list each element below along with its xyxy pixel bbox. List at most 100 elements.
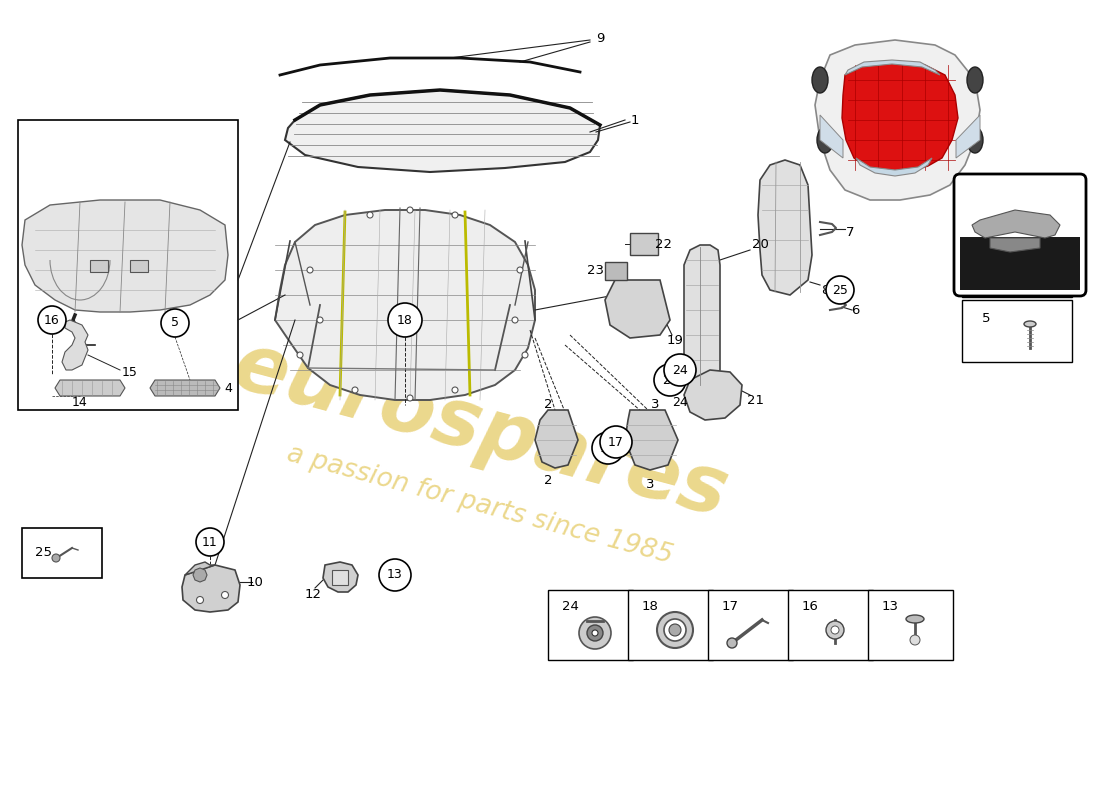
Text: eurospares: eurospares bbox=[224, 326, 736, 534]
Circle shape bbox=[39, 306, 66, 334]
Circle shape bbox=[388, 303, 422, 337]
Polygon shape bbox=[182, 565, 240, 612]
Polygon shape bbox=[605, 280, 670, 338]
Polygon shape bbox=[815, 40, 980, 200]
Text: 24: 24 bbox=[672, 363, 688, 377]
Circle shape bbox=[197, 597, 204, 603]
Bar bbox=[90, 260, 108, 272]
Circle shape bbox=[407, 207, 412, 213]
Text: 5: 5 bbox=[170, 317, 179, 330]
Text: 5: 5 bbox=[982, 311, 990, 325]
Circle shape bbox=[727, 638, 737, 648]
Text: 3: 3 bbox=[651, 398, 659, 411]
Text: 18: 18 bbox=[642, 601, 659, 614]
Circle shape bbox=[452, 212, 458, 218]
Polygon shape bbox=[820, 115, 843, 158]
Circle shape bbox=[654, 364, 686, 396]
Circle shape bbox=[657, 612, 693, 648]
Text: 12: 12 bbox=[305, 589, 321, 602]
Text: 11: 11 bbox=[982, 246, 999, 259]
Text: 24: 24 bbox=[662, 374, 678, 386]
Text: 4: 4 bbox=[224, 382, 232, 394]
Circle shape bbox=[826, 276, 854, 304]
Polygon shape bbox=[842, 62, 958, 172]
Circle shape bbox=[600, 426, 632, 458]
Text: 22: 22 bbox=[654, 238, 671, 250]
Bar bbox=[962, 235, 1072, 297]
Text: 1: 1 bbox=[630, 114, 639, 126]
Text: 16: 16 bbox=[802, 601, 818, 614]
Text: 8: 8 bbox=[821, 283, 829, 297]
Text: 6: 6 bbox=[850, 303, 859, 317]
FancyBboxPatch shape bbox=[954, 174, 1086, 296]
Polygon shape bbox=[856, 158, 932, 176]
Ellipse shape bbox=[967, 127, 983, 153]
Polygon shape bbox=[684, 245, 721, 385]
Text: 17: 17 bbox=[601, 442, 616, 454]
Polygon shape bbox=[758, 160, 812, 295]
Polygon shape bbox=[990, 238, 1040, 252]
Text: a passion for parts since 1985: a passion for parts since 1985 bbox=[284, 441, 675, 569]
Text: 24: 24 bbox=[672, 395, 688, 409]
Circle shape bbox=[522, 352, 528, 358]
Circle shape bbox=[161, 309, 189, 337]
Circle shape bbox=[517, 267, 522, 273]
Polygon shape bbox=[323, 562, 358, 592]
Text: 19: 19 bbox=[667, 334, 683, 346]
Circle shape bbox=[407, 395, 412, 401]
Polygon shape bbox=[150, 380, 220, 396]
Circle shape bbox=[592, 432, 624, 464]
Polygon shape bbox=[684, 370, 743, 420]
Text: 16: 16 bbox=[44, 314, 59, 326]
Text: 7: 7 bbox=[846, 226, 855, 238]
Text: 13: 13 bbox=[387, 569, 403, 582]
Circle shape bbox=[579, 617, 610, 649]
Text: 11: 11 bbox=[202, 535, 218, 549]
Ellipse shape bbox=[1023, 254, 1037, 261]
Bar bbox=[788, 590, 873, 660]
Polygon shape bbox=[845, 60, 940, 75]
Bar bbox=[960, 238, 1080, 290]
Text: 2: 2 bbox=[543, 398, 552, 411]
Text: 3: 3 bbox=[646, 478, 654, 491]
Bar bbox=[18, 120, 238, 410]
Bar bbox=[605, 262, 627, 280]
Text: 2: 2 bbox=[543, 474, 552, 486]
Bar bbox=[22, 528, 102, 578]
Ellipse shape bbox=[817, 127, 833, 153]
Bar bbox=[868, 590, 953, 660]
Text: 24: 24 bbox=[562, 601, 579, 614]
Text: 9: 9 bbox=[596, 31, 604, 45]
Text: 13: 13 bbox=[882, 601, 899, 614]
Text: 14: 14 bbox=[73, 395, 88, 409]
Text: 17: 17 bbox=[608, 435, 624, 449]
Polygon shape bbox=[185, 562, 214, 575]
Text: 25: 25 bbox=[35, 546, 52, 559]
Polygon shape bbox=[192, 568, 207, 582]
Bar bbox=[548, 590, 632, 660]
Ellipse shape bbox=[812, 67, 828, 93]
Bar bbox=[708, 590, 793, 660]
Text: 20: 20 bbox=[751, 238, 769, 251]
Text: 15: 15 bbox=[122, 366, 138, 378]
Ellipse shape bbox=[1024, 321, 1036, 327]
Bar bbox=[630, 233, 658, 255]
Circle shape bbox=[379, 559, 411, 591]
Bar bbox=[130, 260, 148, 272]
Text: 18: 18 bbox=[397, 314, 412, 326]
Text: 10: 10 bbox=[246, 575, 263, 589]
Bar bbox=[962, 300, 1072, 362]
Circle shape bbox=[317, 317, 323, 323]
Ellipse shape bbox=[967, 67, 983, 93]
Polygon shape bbox=[22, 200, 228, 312]
Bar bbox=[628, 590, 713, 660]
Circle shape bbox=[669, 624, 681, 636]
Polygon shape bbox=[285, 90, 600, 172]
Circle shape bbox=[196, 528, 224, 556]
Circle shape bbox=[664, 619, 686, 641]
Circle shape bbox=[221, 591, 229, 598]
Polygon shape bbox=[625, 410, 678, 470]
Polygon shape bbox=[535, 410, 578, 468]
Polygon shape bbox=[55, 380, 125, 396]
Circle shape bbox=[830, 626, 839, 634]
